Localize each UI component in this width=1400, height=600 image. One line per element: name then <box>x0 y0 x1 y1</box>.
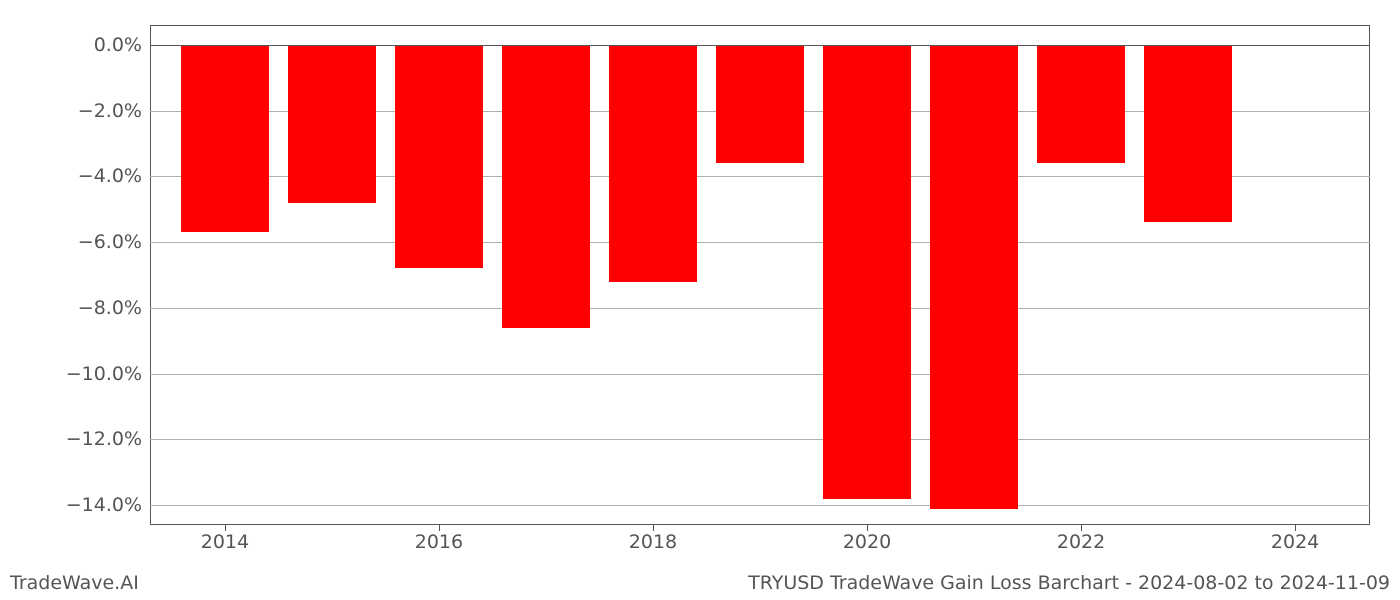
zero-line <box>150 45 1370 46</box>
y-gridline <box>150 308 1370 309</box>
bar <box>823 45 911 499</box>
y-gridline <box>150 439 1370 440</box>
bar <box>1037 45 1125 163</box>
y-gridline <box>150 242 1370 243</box>
bar <box>181 45 269 233</box>
x-tick-label: 2016 <box>415 525 463 553</box>
y-tick-label: −8.0% <box>78 297 150 319</box>
bar <box>609 45 697 282</box>
bar <box>502 45 590 328</box>
footer-left-label: TradeWave.AI <box>10 572 139 594</box>
plot-area: 0.0%−2.0%−4.0%−6.0%−8.0%−10.0%−12.0%−14.… <box>150 25 1370 525</box>
bar <box>930 45 1018 509</box>
bar <box>288 45 376 203</box>
footer-right-label: TRYUSD TradeWave Gain Loss Barchart - 20… <box>748 572 1390 594</box>
y-gridline <box>150 374 1370 375</box>
y-tick-label: −6.0% <box>78 231 150 253</box>
bar <box>716 45 804 163</box>
y-tick-label: −10.0% <box>66 363 150 385</box>
x-tick-label: 2014 <box>201 525 249 553</box>
bar <box>395 45 483 269</box>
y-gridline <box>150 505 1370 506</box>
chart-container: 0.0% −2.0% −4.0% −6.0% −8.0% −10.0% −12.0% −14.… <box>0 0 1400 600</box>
x-tick-label: 2024 <box>1271 525 1319 553</box>
x-tick-label: 2022 <box>1057 525 1105 553</box>
x-tick-label: 2020 <box>843 525 891 553</box>
bar <box>1144 45 1232 223</box>
y-tick-label: −4.0% <box>78 165 150 187</box>
y-tick-label: −12.0% <box>66 428 150 450</box>
y-tick-label: −14.0% <box>66 494 150 516</box>
y-tick-label: −2.0% <box>78 100 150 122</box>
y-tick-label: 0.0% <box>94 34 150 56</box>
x-tick-label: 2018 <box>629 525 677 553</box>
